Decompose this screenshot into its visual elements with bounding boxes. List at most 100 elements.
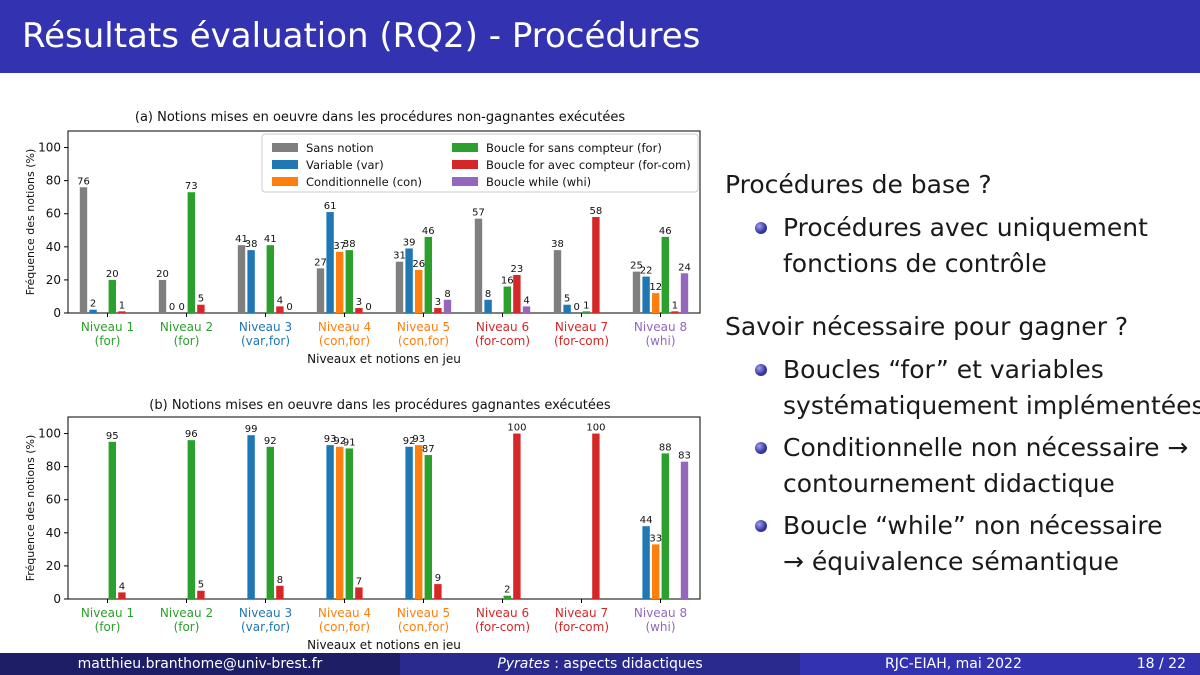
bullet-while-loop: Boucle “while” non nécessaire → équivale… [725,508,1185,580]
key-points-panel: Procédures de base ? Procédures avec uni… [725,168,1200,580]
bar-value-label: 0 [169,302,175,313]
bullet-text: Boucle “while” non nécessaire [783,511,1163,540]
ball-bullet-icon [755,364,767,376]
bar-value-label: 8 [485,289,491,300]
x-tick-label-notions: (con,for) [319,620,370,634]
bar-value-label: 16 [501,276,514,287]
legend-entry: Sans notion [306,141,374,155]
y-axis-label: Fréquence des notions (%) [24,435,37,582]
bar-1-series-4 [108,441,116,599]
bar-value-label: 46 [422,226,435,237]
bar-6-series-5 [513,433,521,599]
bar-value-label: 2 [90,299,96,310]
bar-7-series-5 [592,433,600,599]
bar-6-series-6 [522,306,531,313]
bar-4-series-3 [336,251,344,313]
bullet-text: → équivalence sémantique [783,547,1120,576]
legend-swatch [452,177,478,186]
legend-entry: Variable (var) [306,158,384,172]
bar-value-label: 7 [356,576,362,587]
bar-value-label: 83 [678,451,691,462]
bar-8-series-6 [680,461,689,599]
x-tick-label-notions: (for) [95,334,121,348]
chart-legend [261,133,699,193]
x-tick-label-level: Niveau 7 [555,606,608,620]
bar-4-series-4 [345,448,353,599]
bar-value-label: 57 [472,208,485,219]
bar-value-label: 39 [403,237,416,248]
footer-conference-block: RJC-EIAH, mai 2022 18 / 22 [800,653,1200,675]
bar-value-label: 44 [640,515,653,526]
legend-entry: Conditionnelle (con) [306,175,422,189]
bar-1-series-5 [118,592,126,599]
x-tick-label-level: Niveau 1 [81,320,134,334]
bar-8-series-4 [661,236,669,313]
bar-5-series-5 [434,584,442,599]
bar-8-series-5 [671,311,679,313]
bar-6-series-4 [503,286,511,313]
plot-frame [67,130,701,314]
y-tick-label: 0 [53,592,61,606]
chart-title: (b) Notions mises en oeuvre dans les pro… [149,398,611,413]
x-tick-label-notions: (for-com) [475,620,530,634]
bar-2-series-4 [187,192,195,313]
chart-winning-procedures: (b) Notions mises en oeuvre dans les pro… [24,398,701,650]
bar-value-label: 0 [286,302,292,313]
bullet-control-functions: Procédures avec uniquement fonctions de … [725,210,1185,282]
bar-4-series-1 [316,268,325,313]
x-tick-label-notions: (for-com) [554,334,609,348]
bar-6-series-4 [503,595,511,599]
x-axis-label: Niveaux et notions en jeu [307,638,461,650]
bar-8-series-4 [661,453,669,599]
bar-7-series-5 [592,217,600,313]
bar-7-series-4 [582,311,590,313]
bar-value-label: 8 [277,575,283,586]
bar-3-series-2 [247,250,255,313]
slide-title: Résultats évaluation (RQ2) - Procédures [22,16,701,56]
bar-7-series-1 [553,250,562,313]
x-tick-label-level: Niveau 2 [160,606,213,620]
bar-value-label: 0 [179,302,185,313]
section-heading-winning-knowledge: Savoir nécessaire pour gagner ? [725,312,1129,341]
legend-swatch [452,143,478,152]
plot-frame [67,416,701,600]
bar-value-label: 23 [511,264,524,275]
bullet-conditional: Conditionnelle non nécessaire → contourn… [725,430,1188,502]
bullet-text: Boucles “for” et variables [783,355,1104,384]
bar-8-series-1 [632,271,641,313]
bar-value-label: 12 [649,282,662,293]
bar-5-series-3 [415,269,423,313]
bar-value-label: 24 [678,262,691,273]
slide-footer: matthieu.branthome@univ-brest.fr Pyrates… [0,653,1200,675]
bar-6-series-5 [513,274,521,313]
x-tick-label-notions: (for) [174,620,200,634]
bar-value-label: 1 [119,300,125,311]
footer-author-email: matthieu.branthome@univ-brest.fr [0,653,400,675]
bar-5-series-6 [443,299,452,313]
bar-value-label: 92 [264,436,277,447]
bar-value-label: 46 [659,226,672,237]
bar-value-label: 58 [590,206,603,217]
legend-swatch [272,160,298,169]
bar-value-label: 1 [672,300,678,311]
bar-1-series-4 [108,279,116,313]
x-tick-label-level: Niveau 1 [81,606,134,620]
bar-1-series-2 [89,309,97,313]
x-tick-label-level: Niveau 5 [397,606,450,620]
bar-value-label: 25 [630,261,643,272]
legend-swatch [452,160,478,169]
x-tick-label-level: Niveau 7 [555,320,608,334]
bar-value-label: 41 [235,234,248,245]
bar-value-label: 2 [504,585,510,596]
bar-3-series-5 [276,306,284,313]
ball-bullet-icon [755,442,767,454]
bar-4-series-5 [355,587,363,599]
x-tick-label-level: Niveau 3 [239,320,292,334]
bar-3-series-4 [266,446,274,599]
bar-value-label: 99 [245,424,258,435]
bar-4-series-3 [336,446,344,599]
x-tick-label-notions: (con,for) [398,620,449,634]
bar-6-series-2 [484,299,492,313]
y-tick-label: 40 [46,526,61,540]
x-tick-label-level: Niveau 8 [634,606,687,620]
